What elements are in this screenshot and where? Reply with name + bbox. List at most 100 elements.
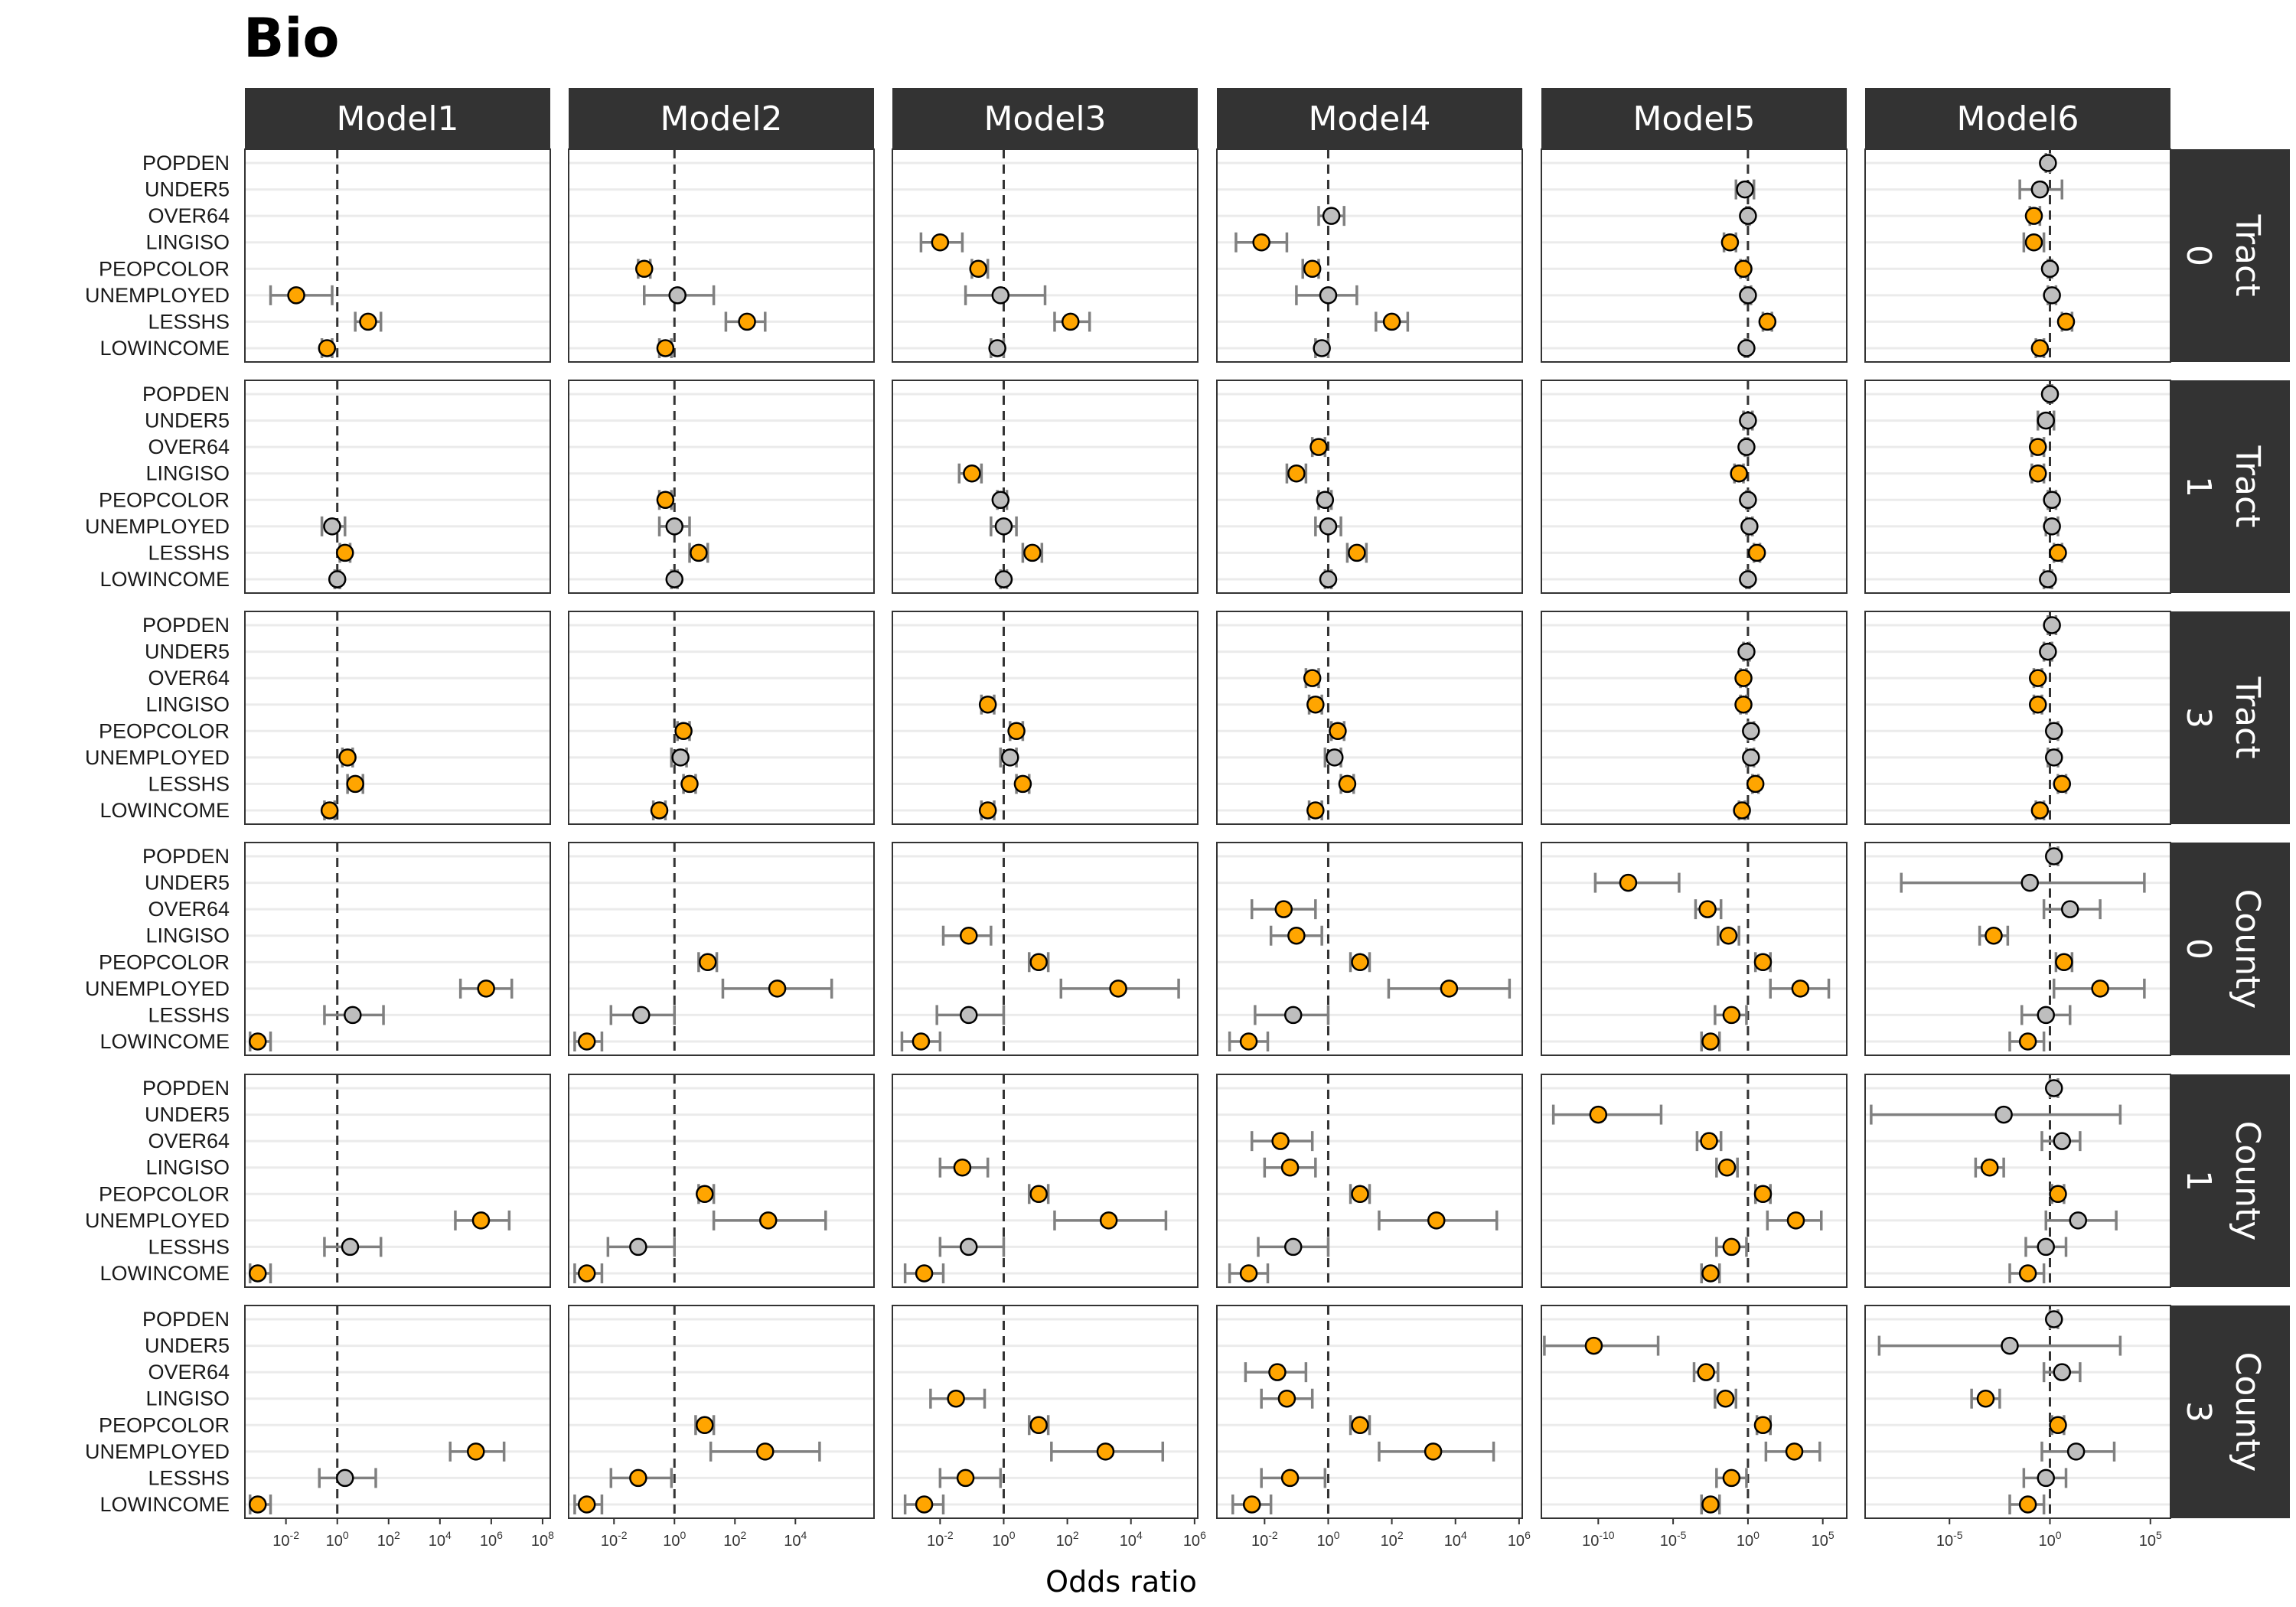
panel-border	[1216, 148, 1523, 363]
point-estimate	[2029, 695, 2047, 714]
point-estimate	[1309, 438, 1328, 456]
variable-label: UNDER5	[145, 1103, 230, 1126]
panel-border	[1864, 380, 2171, 594]
row-strip-label-bottom: 3	[2179, 1401, 2218, 1423]
point-estimate	[1742, 722, 1760, 741]
point-estimate	[1351, 953, 1369, 972]
variable-label: LINGISO	[145, 231, 230, 254]
column-strip	[1217, 88, 1522, 149]
point-estimate	[1351, 1416, 1369, 1435]
point-estimate	[698, 953, 717, 972]
panel-border	[1216, 842, 1523, 1056]
point-estimate	[2045, 847, 2063, 865]
point-estimate	[1338, 774, 1357, 794]
point-estimate	[338, 748, 357, 767]
panel-border	[1864, 1074, 2171, 1288]
facet-panel	[1541, 380, 1848, 594]
point-estimate	[1753, 1185, 1773, 1204]
point-estimate	[991, 286, 1010, 305]
point-estimate	[960, 1237, 978, 1257]
facet-panel	[1864, 380, 2171, 594]
point-estimate	[1319, 517, 1338, 536]
point-estimate	[1252, 233, 1270, 252]
point-estimate	[2043, 286, 2061, 305]
point-estimate	[1319, 570, 1338, 588]
point-estimate	[963, 464, 981, 483]
point-estimate	[1700, 1132, 1718, 1150]
facet-panel	[244, 1305, 551, 1519]
point-estimate	[2030, 180, 2050, 199]
point-estimate	[2049, 543, 2067, 562]
point-estimate	[471, 1211, 491, 1230]
variable-label: POPDEN	[142, 614, 230, 637]
column-strip	[1865, 88, 2170, 149]
point-estimate	[758, 1211, 778, 1230]
point-estimate	[1753, 953, 1773, 972]
facet-panel	[568, 1305, 875, 1519]
panel-border	[1541, 148, 1848, 363]
column-strip-label: Model3	[983, 99, 1106, 139]
panel-background	[892, 611, 1198, 824]
point-estimate	[2049, 1416, 2067, 1435]
column-strip	[245, 88, 550, 149]
panel-border	[568, 842, 875, 1056]
panel-background	[245, 1305, 550, 1518]
panel-border	[892, 380, 1199, 594]
facet-panel	[1864, 1305, 2171, 1519]
point-estimate	[1007, 722, 1026, 741]
point-estimate	[1284, 1237, 1303, 1257]
point-estimate	[956, 1468, 975, 1488]
row-strip-label-bottom: 3	[2179, 707, 2218, 729]
facet-panel	[1541, 842, 1848, 1056]
x-tick-label: 10-10	[1582, 1529, 1615, 1550]
panel-background	[1865, 1305, 2170, 1518]
point-estimate	[1722, 1237, 1741, 1257]
point-estimate	[323, 517, 341, 536]
point-estimate	[1717, 1158, 1737, 1177]
panel-border	[1864, 842, 2171, 1056]
panel-border	[1541, 611, 1848, 825]
point-estimate	[1062, 312, 1080, 331]
variable-label: PEOPCOLOR	[99, 719, 230, 742]
panel-border	[1541, 1074, 1848, 1288]
point-estimate	[756, 1442, 775, 1461]
variable-label: PEOPCOLOR	[99, 488, 230, 511]
facet-panel	[1864, 1074, 2171, 1288]
panel-background	[1541, 149, 1847, 362]
panel-background	[1217, 380, 1522, 593]
point-estimate	[318, 339, 337, 357]
point-estimate	[1303, 669, 1322, 687]
x-tick-label: 106	[1183, 1529, 1206, 1550]
point-estimate	[2030, 801, 2050, 820]
point-estimate	[1306, 801, 1325, 820]
point-estimate	[635, 259, 654, 279]
facet-panel	[1864, 148, 2171, 363]
point-estimate	[1719, 926, 1738, 945]
point-estimate	[738, 312, 756, 331]
point-estimate	[1740, 517, 1759, 536]
point-estimate	[1316, 491, 1335, 510]
point-estimate	[1001, 748, 1019, 767]
point-estimate	[2039, 154, 2057, 172]
variable-label: LESSHS	[148, 1235, 230, 1258]
point-estimate	[1382, 312, 1401, 331]
x-tick-label: 105	[2139, 1529, 2162, 1550]
point-estimate	[467, 1442, 485, 1461]
variable-label: PEOPCOLOR	[99, 1182, 230, 1205]
facet-panel	[892, 148, 1199, 363]
x-tick-label: 104	[1444, 1529, 1467, 1550]
facet-panel	[568, 842, 875, 1056]
facet-panel	[1541, 148, 1848, 363]
facet-panel	[892, 1074, 1199, 1288]
point-estimate	[336, 543, 354, 562]
x-tick-label: 106	[480, 1529, 503, 1550]
point-estimate	[1746, 774, 1765, 794]
point-estimate	[1589, 1105, 1608, 1124]
row-strip-label: Tract 0	[2179, 214, 2267, 297]
point-estimate	[1716, 1389, 1735, 1408]
row-strip-label-bottom: 0	[2179, 245, 2218, 266]
point-estimate	[577, 1264, 596, 1283]
point-estimate	[2029, 438, 2047, 456]
facet-panel	[568, 380, 875, 594]
point-estimate	[1584, 1336, 1603, 1355]
